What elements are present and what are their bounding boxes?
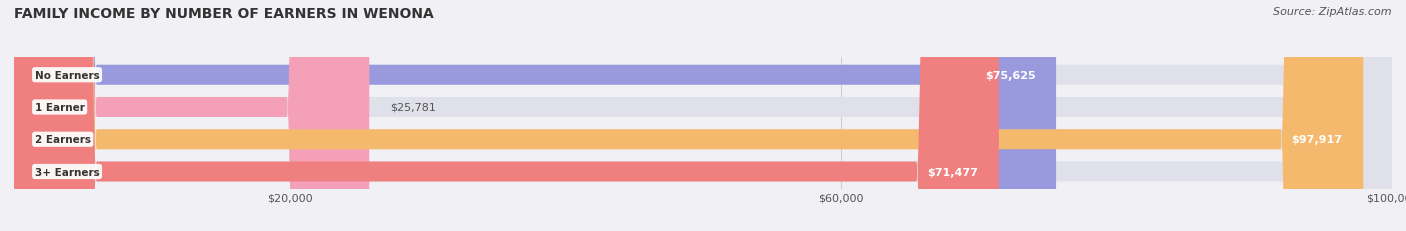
FancyBboxPatch shape	[14, 0, 1056, 231]
FancyBboxPatch shape	[14, 0, 1392, 231]
Text: $25,781: $25,781	[389, 103, 436, 112]
Text: 3+ Earners: 3+ Earners	[35, 167, 100, 177]
Text: 1 Earner: 1 Earner	[35, 103, 84, 112]
FancyBboxPatch shape	[14, 0, 1392, 231]
Text: $71,477: $71,477	[928, 167, 979, 177]
FancyBboxPatch shape	[14, 0, 998, 231]
FancyBboxPatch shape	[14, 0, 1364, 231]
Text: FAMILY INCOME BY NUMBER OF EARNERS IN WENONA: FAMILY INCOME BY NUMBER OF EARNERS IN WE…	[14, 7, 434, 21]
Text: Source: ZipAtlas.com: Source: ZipAtlas.com	[1274, 7, 1392, 17]
Text: $97,917: $97,917	[1292, 135, 1343, 145]
Text: 2 Earners: 2 Earners	[35, 135, 91, 145]
FancyBboxPatch shape	[14, 0, 1392, 231]
Text: No Earners: No Earners	[35, 70, 100, 80]
Text: $75,625: $75,625	[984, 70, 1035, 80]
FancyBboxPatch shape	[14, 0, 370, 231]
FancyBboxPatch shape	[14, 0, 1392, 231]
